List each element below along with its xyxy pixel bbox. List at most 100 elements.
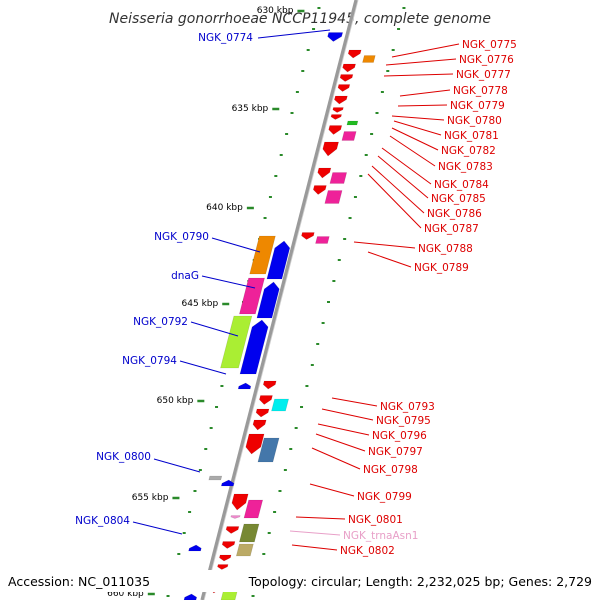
gene-feature xyxy=(252,419,267,431)
label-leader-line xyxy=(295,516,346,520)
gene-feature xyxy=(347,49,362,59)
gene-feature xyxy=(257,437,280,463)
gene-label: NGK_0779 xyxy=(450,100,505,112)
backbone-line xyxy=(200,0,358,600)
gene-label: NGK_0787 xyxy=(424,223,479,235)
gene-feature xyxy=(346,120,359,126)
gene-feature xyxy=(330,114,342,120)
label-leader-line xyxy=(385,58,457,66)
gene-label: NGK_0790 xyxy=(154,231,209,243)
gene-feature xyxy=(262,380,277,390)
gene-feature xyxy=(328,125,343,135)
gene-labels: NGK_0774 NGK_0790 dnaG NGK_0792 NGK_0794 NGK_… xyxy=(75,29,517,557)
label-leader-line xyxy=(331,397,378,407)
label-leader-line xyxy=(315,433,366,452)
gene-feature xyxy=(217,564,229,570)
label-leader-line xyxy=(321,408,374,421)
gene-feature xyxy=(188,544,202,552)
gene-label: NGK_0797 xyxy=(368,446,423,458)
label-leader-line xyxy=(397,104,448,107)
gene-feature xyxy=(324,190,343,204)
label-leader-line xyxy=(353,241,416,249)
gene-label: NGK_0804 xyxy=(75,515,130,527)
gene-feature xyxy=(334,95,348,105)
gene-feature xyxy=(225,526,240,534)
genome-title: Neisseria gonorrhoeae NCCP11945, complet… xyxy=(109,11,491,27)
label-leader-line xyxy=(391,115,445,121)
gene-label: NGK_0788 xyxy=(418,243,473,255)
gene-feature xyxy=(183,593,198,600)
label-leader-line xyxy=(190,321,239,337)
label-leader-line xyxy=(381,147,432,185)
gene-label: NGK_0802 xyxy=(340,545,395,557)
gene-feature xyxy=(243,499,264,519)
gene-label: NGK_0786 xyxy=(427,208,482,220)
gene-label: NGK_0782 xyxy=(441,145,496,157)
gene-label: NGK_0776 xyxy=(459,54,514,66)
gene-label: NGK_0792 xyxy=(133,316,188,328)
gene-feature xyxy=(230,515,241,519)
label-leader-line xyxy=(393,120,442,136)
label-leader-line xyxy=(311,447,361,470)
scale-label: 635 kbp xyxy=(232,104,269,114)
genome-summary-text: Topology: circular; Length: 2,232,025 bp… xyxy=(248,574,592,589)
scale-label: 640 kbp xyxy=(206,203,243,213)
label-leader-line xyxy=(289,530,341,536)
gene-features xyxy=(183,32,376,600)
gene-feature xyxy=(339,74,354,82)
label-leader-line xyxy=(371,165,425,214)
gene-label: NGK_0777 xyxy=(456,69,511,81)
gene-label: NGK_0774 xyxy=(198,32,253,44)
label-leader-line xyxy=(309,483,355,497)
gene-feature xyxy=(317,167,332,179)
gene-label: NGK_0784 xyxy=(434,179,489,191)
gene-feature xyxy=(332,107,344,113)
scale-label: 630 kbp xyxy=(257,6,294,16)
gene-feature xyxy=(256,281,280,319)
gene-label: NGK_0794 xyxy=(122,355,177,367)
gene-feature xyxy=(239,319,269,375)
label-leader-line xyxy=(399,89,451,97)
scale-label: 645 kbp xyxy=(182,299,219,309)
gene-feature xyxy=(271,398,289,412)
scale-label: 650 kbp xyxy=(157,396,194,406)
label-leader-line xyxy=(211,237,261,253)
genome-backbone xyxy=(200,0,359,600)
label-leader-line xyxy=(317,423,370,436)
gene-feature xyxy=(239,277,265,315)
gene-feature xyxy=(322,141,339,157)
gene-feature xyxy=(249,235,276,275)
gene-feature xyxy=(220,315,253,369)
scale-label: 655 kbp xyxy=(132,493,169,503)
gene-feature xyxy=(245,433,265,455)
label-leader-line xyxy=(377,155,429,199)
label-leader-line xyxy=(153,458,201,473)
label-leader-line xyxy=(367,251,412,268)
gene-label: NGK_0780 xyxy=(447,115,502,127)
gene-feature xyxy=(342,63,356,73)
gene-label: NGK_trnaAsn1 xyxy=(343,530,418,542)
accession-text: Accession: NC_011035 xyxy=(8,574,150,589)
gene-feature xyxy=(266,240,291,280)
gene-label: NGK_0785 xyxy=(431,193,486,205)
label-leader-line xyxy=(389,135,436,167)
gene-label: NGK_0798 xyxy=(363,464,418,476)
label-leader-line xyxy=(367,173,422,229)
gene-feature xyxy=(315,236,330,244)
gene-feature xyxy=(220,479,235,487)
gene-feature xyxy=(327,32,344,42)
gene-feature xyxy=(329,172,348,184)
gene-feature xyxy=(208,475,223,481)
gene-feature xyxy=(235,543,254,557)
gene-feature xyxy=(237,382,252,390)
gene-label: dnaG xyxy=(171,270,199,282)
gene-feature xyxy=(255,408,270,418)
label-leader-line xyxy=(391,127,439,151)
gene-label: NGK_0793 xyxy=(380,401,435,413)
label-leader-line xyxy=(383,73,454,77)
gene-label: NGK_0778 xyxy=(453,85,508,97)
gene-feature xyxy=(231,493,249,511)
gene-feature xyxy=(221,541,236,549)
gene-feature xyxy=(337,84,351,92)
